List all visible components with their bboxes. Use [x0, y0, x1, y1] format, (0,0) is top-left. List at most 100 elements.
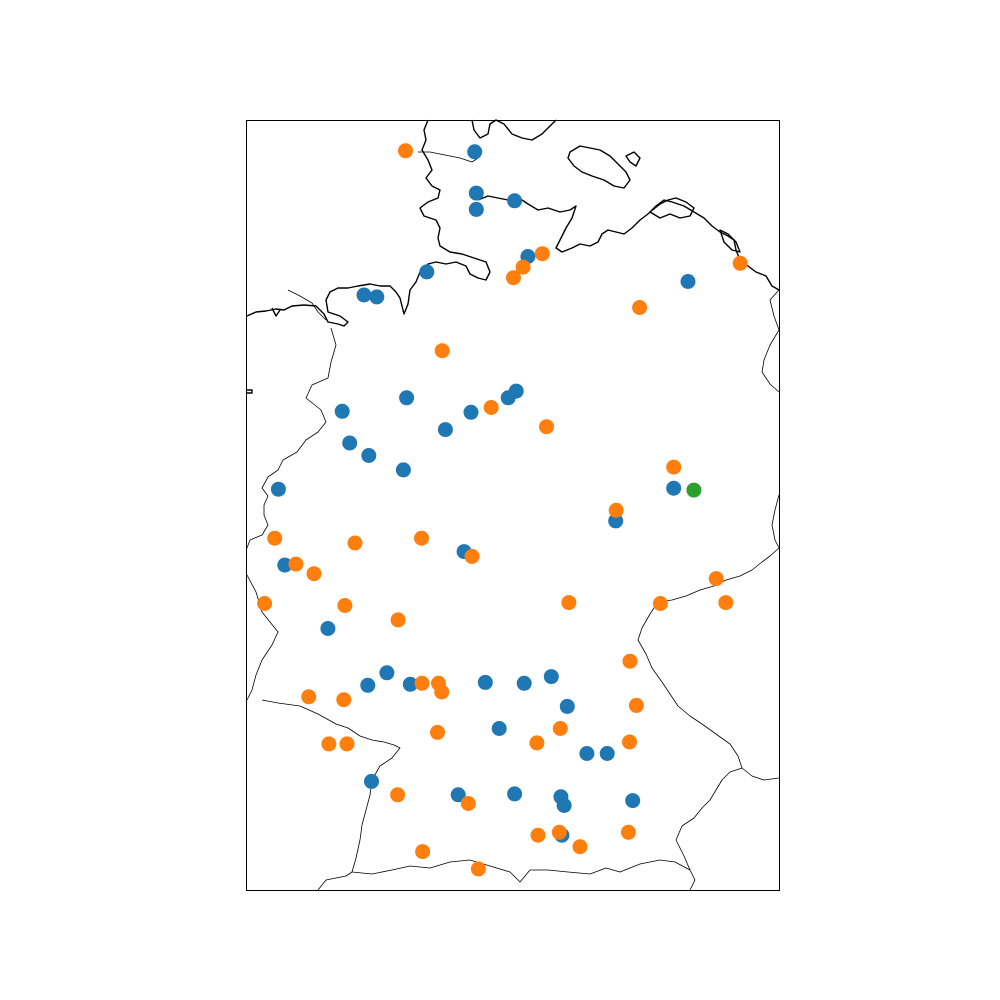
point-series1-4: [507, 193, 523, 209]
point-series2-29: [336, 692, 352, 708]
point-series2-9: [539, 419, 554, 435]
point-series1-21: [608, 513, 624, 529]
point-series2-43: [530, 827, 546, 843]
point-series2-17: [306, 566, 322, 582]
point-series1-19: [270, 481, 286, 497]
point-series1-8: [356, 287, 372, 303]
point-series2-21: [561, 595, 577, 611]
point-series1-3: [468, 201, 484, 217]
point-series2-39: [460, 796, 476, 811]
point-series1-6: [680, 274, 696, 289]
point-series1-34: [599, 746, 615, 761]
point-series2-28: [301, 689, 317, 705]
point-series2-31: [430, 724, 445, 740]
west-mark: [247, 389, 253, 394]
western-border: [246, 327, 337, 549]
point-series2-22: [652, 596, 668, 611]
point-series1-29: [543, 669, 559, 685]
point-series1-40: [556, 797, 572, 813]
point-series1-18: [395, 462, 411, 478]
point-series2-32: [552, 721, 568, 736]
point-series2-1: [398, 143, 413, 159]
point-series2-44: [572, 839, 588, 855]
point-series1-31: [559, 698, 575, 714]
point-series2-36: [321, 736, 337, 752]
point-series1-24: [320, 621, 336, 636]
point-series2-23: [708, 571, 724, 587]
point-series1-38: [507, 786, 523, 802]
point-series2-30: [622, 653, 638, 669]
station-points: [257, 143, 748, 877]
danish-island-1: [567, 145, 631, 189]
usedom-island: [719, 229, 741, 253]
point-series1-12: [399, 390, 415, 406]
point-series2-11: [608, 502, 624, 518]
point-series1-11: [334, 403, 350, 419]
point-series2-37: [339, 736, 355, 752]
point-series2-13: [347, 535, 363, 551]
polish-border: [761, 289, 780, 393]
point-series2-38: [390, 787, 406, 803]
point-series2-3: [534, 246, 550, 262]
point-series2-45: [470, 861, 486, 877]
point-series2-27: [434, 684, 450, 700]
point-series1-35: [625, 793, 641, 809]
point-series1-36: [364, 773, 379, 789]
ems-mark: [271, 307, 281, 317]
point-series1-37: [450, 787, 466, 803]
danish-border: [418, 151, 479, 163]
nl-river: [287, 289, 327, 321]
point-series2-18: [257, 596, 273, 611]
point-series1-2: [468, 185, 484, 201]
point-series2-24: [718, 595, 734, 611]
point-series2-4: [515, 259, 531, 275]
swiss-border: [351, 859, 696, 891]
point-series1-17: [361, 448, 377, 463]
point-series1-30: [477, 674, 493, 690]
point-series1-7: [419, 264, 435, 280]
point-series2-35: [622, 734, 637, 750]
point-series2-12: [267, 530, 283, 546]
point-series1-23: [277, 557, 293, 573]
point-series1-20: [666, 480, 682, 496]
coastlines: [246, 119, 780, 394]
point-series2-20: [390, 612, 406, 628]
point-series2-7: [434, 343, 450, 359]
point-series2-5: [506, 270, 521, 286]
point-series1-13: [500, 390, 516, 406]
rhine-border: [261, 699, 401, 891]
point-series2-34: [628, 697, 644, 713]
point-series2-6: [632, 300, 648, 315]
point-series2-2: [732, 255, 748, 271]
point-series1-1: [467, 144, 483, 160]
point-series2-10: [666, 459, 682, 475]
austria-border: [675, 767, 780, 871]
baltic-coast: [471, 119, 557, 141]
point-series1-15: [437, 422, 453, 438]
point-series1-25: [379, 665, 395, 681]
point-series2-15: [464, 548, 480, 564]
point-series1-16: [342, 435, 358, 451]
point-series1-9: [369, 289, 385, 305]
point-series2-40: [551, 824, 567, 840]
point-series1-27: [402, 676, 418, 692]
point-series2-33: [529, 735, 545, 751]
point-series2-8: [483, 400, 499, 415]
point-series1-33: [579, 746, 595, 761]
point-series2-41: [620, 824, 636, 840]
point-series1-14: [463, 404, 479, 420]
map-frame: [246, 120, 780, 891]
point-series1-28: [516, 675, 532, 691]
czech-border: [637, 547, 780, 769]
point-series3-1: [686, 482, 702, 498]
point-series2-16: [288, 556, 304, 572]
point-series2-14: [414, 530, 429, 546]
point-series2-19: [337, 598, 353, 613]
point-series1-26: [360, 677, 376, 693]
point-series2-25: [414, 675, 430, 691]
polish-border-south: [771, 494, 780, 549]
point-series1-32: [491, 721, 507, 736]
ruegen-island: [649, 197, 695, 219]
danish-island-2: [625, 151, 641, 167]
